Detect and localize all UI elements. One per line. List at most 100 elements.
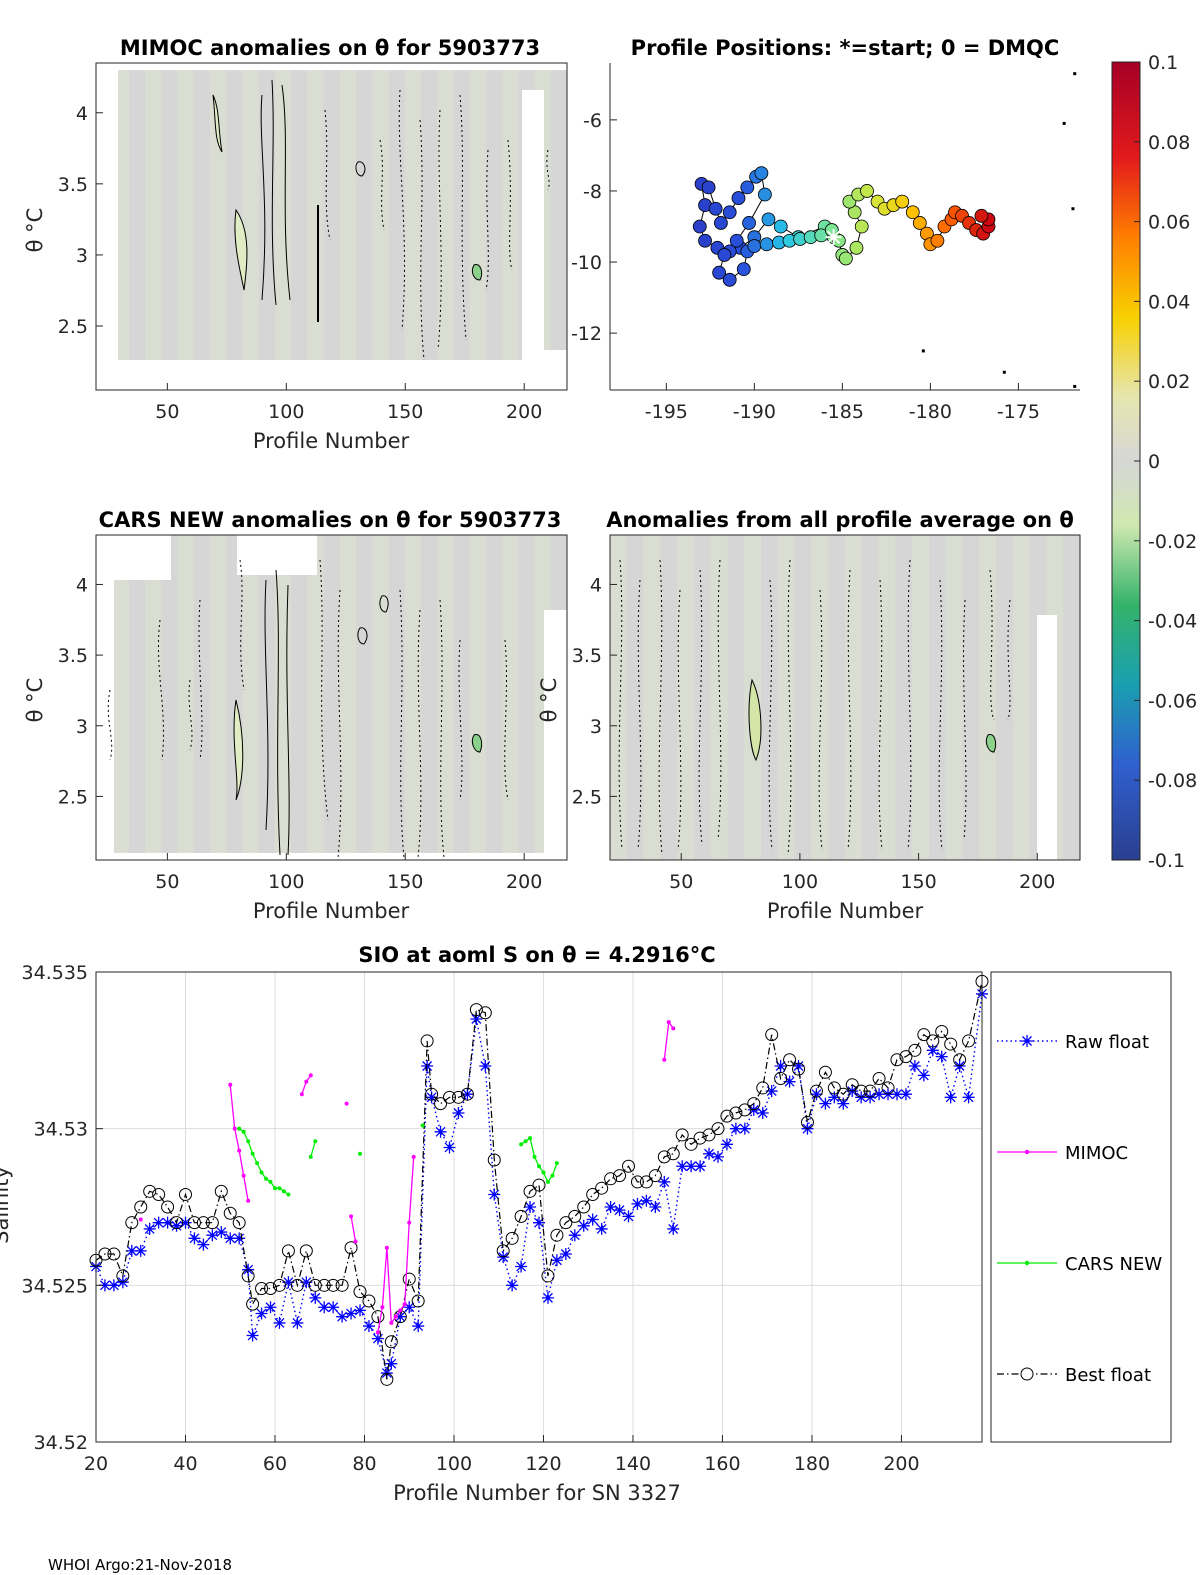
raw-float-point	[765, 1085, 778, 1098]
best-float-point	[478, 1006, 492, 1020]
raw-float-point	[170, 1219, 183, 1232]
cars-field-band	[404, 535, 421, 853]
positions-y-tick-label: -12	[571, 323, 602, 345]
position-point	[717, 248, 732, 262]
raw-float-point	[354, 1304, 367, 1317]
mimoc-line	[350, 1216, 357, 1242]
allavg-field-band	[677, 535, 694, 860]
raw-float-point	[640, 1194, 653, 1207]
colorbar-tick-label: -0.04	[1148, 611, 1197, 633]
raw-float-point	[385, 1357, 398, 1370]
best-float-point	[143, 1184, 157, 1198]
mimoc-point	[349, 1214, 354, 1219]
colorbar-tick-label: 0.02	[1148, 371, 1190, 393]
position-isolated-point	[1073, 72, 1077, 76]
mimoc-y-tick-label: 4	[76, 103, 88, 125]
positions-y-tick-label: -8	[583, 181, 602, 203]
raw-float-point	[604, 1201, 617, 1213]
best-float-point	[353, 1285, 367, 1299]
raw-float-point	[233, 1232, 246, 1245]
raw-float-point	[506, 1279, 519, 1292]
mimoc-contours	[212, 79, 550, 361]
best-float-point	[908, 1043, 922, 1057]
best-float-point	[827, 1081, 841, 1095]
best-float-point	[792, 1062, 806, 1076]
raw-float-point	[143, 1222, 156, 1235]
start-marker	[825, 229, 842, 246]
best-float-point	[621, 1159, 635, 1173]
legend-label: Best float	[1065, 1365, 1151, 1386]
mimoc-panel	[96, 63, 567, 390]
mimoc-ylabel: θ °C	[23, 208, 47, 253]
best-float-point	[854, 1084, 868, 1098]
legend-label: CARS NEW	[1065, 1254, 1162, 1275]
raw-float-point	[595, 1222, 608, 1235]
position-point	[698, 233, 712, 248]
position-point	[761, 212, 776, 227]
position-point	[712, 265, 727, 280]
best-float-point	[881, 1081, 895, 1095]
best-float-point	[675, 1128, 689, 1142]
cars-new-point	[264, 1176, 269, 1181]
cars-field-band	[210, 535, 227, 853]
position-point	[930, 233, 945, 248]
salinity-x-tick-label: 40	[173, 1453, 197, 1475]
raw-float-point	[792, 1060, 805, 1072]
best-float-point	[720, 1109, 734, 1123]
salinity-x-tick-label: 160	[704, 1453, 740, 1475]
colorbar-tick-label: 0.1	[1148, 52, 1178, 74]
position-point	[747, 239, 762, 253]
raw-float-point	[890, 1088, 903, 1101]
cars-contours	[107, 559, 509, 859]
positions-y-tick-label: -6	[583, 110, 602, 132]
cars-x-tick-label: 50	[155, 871, 179, 893]
best-float-point	[460, 1087, 474, 1101]
best-float-point	[595, 1181, 609, 1195]
mimoc-point	[228, 1082, 233, 1087]
cars-axes-frame	[95, 534, 568, 861]
raw-float-point	[224, 1232, 237, 1245]
cars-new-point	[272, 1186, 277, 1191]
mimoc-x-tick-label: 150	[387, 401, 423, 423]
position-point	[759, 237, 774, 252]
raw-float-point	[729, 1122, 742, 1135]
best-float-point	[747, 1097, 761, 1111]
allavg-y-tick-label: 3.5	[572, 645, 602, 667]
best-float-point	[187, 1216, 201, 1230]
cars-new-point	[358, 1151, 363, 1156]
allavg-field	[610, 535, 1080, 860]
mimoc-field-gap	[96, 360, 567, 390]
best-float-line	[95, 981, 983, 1380]
position-point	[729, 233, 744, 248]
best-float-point	[505, 1231, 519, 1245]
position-point	[740, 180, 755, 195]
best-float-point	[272, 1278, 286, 1292]
best-float-point	[514, 1209, 528, 1223]
salinity-y-tick-label: 34.535	[22, 962, 88, 984]
raw-float-point	[711, 1150, 724, 1163]
position-point	[758, 187, 772, 202]
allavg-contour	[748, 678, 762, 762]
best-float-point	[264, 1281, 278, 1295]
cars-contour	[357, 627, 368, 645]
cars-new-point	[237, 1126, 242, 1131]
allavg-axes-frame	[609, 534, 1081, 861]
raw-float-point	[255, 1307, 268, 1320]
raw-float-point	[309, 1291, 322, 1304]
raw-float-point	[179, 1216, 192, 1229]
cars-new-point	[308, 1154, 313, 1159]
allavg-y-tick-label: 4	[590, 574, 602, 596]
raw-float-point	[873, 1088, 886, 1101]
legend-box	[990, 971, 1172, 1443]
best-float-point	[196, 1216, 210, 1230]
mimoc-point	[384, 1245, 389, 1250]
raw-float-point	[452, 1107, 465, 1119]
mimoc-x-tick-label: 100	[268, 401, 304, 423]
raw-float-point	[515, 1260, 528, 1273]
cars-new-point	[537, 1164, 541, 1169]
raw-float-point	[908, 1060, 921, 1072]
cars-new-point	[541, 1170, 546, 1175]
salinity-x-tick-label: 20	[84, 1453, 108, 1475]
position-isolated-point	[1002, 370, 1006, 374]
mimoc-field-band	[242, 70, 259, 362]
